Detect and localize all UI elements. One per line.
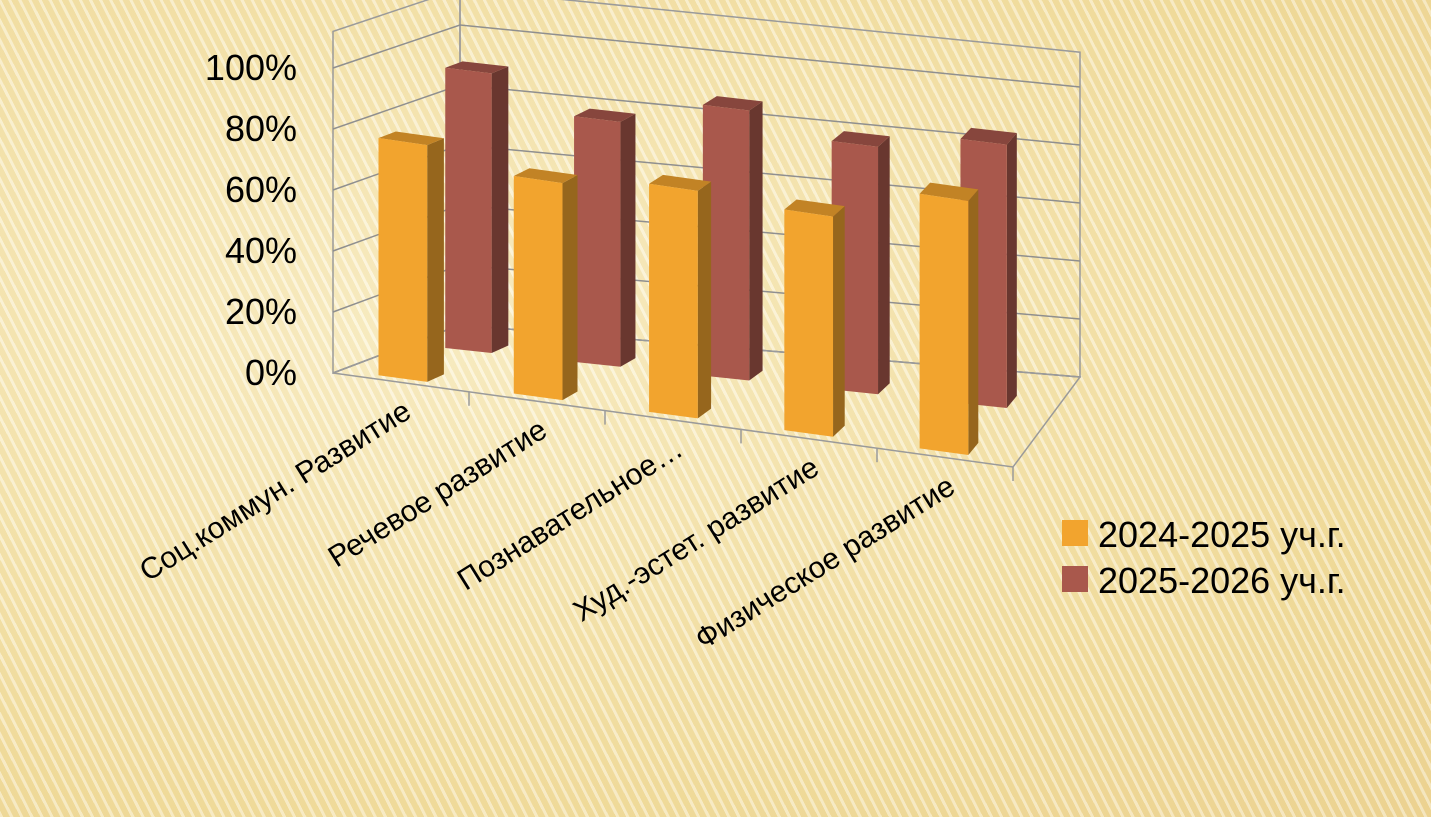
legend-swatch-series-1 [1062,520,1088,546]
bar-side [878,136,890,395]
y-tick-label: 20% [225,291,297,332]
bar-top [784,199,845,217]
bar-front [378,138,428,382]
bar-top [649,174,712,191]
bar-side [620,113,636,367]
bar-side [562,174,578,401]
bar-top [574,108,636,122]
bar-series-2-cat-2 [574,108,636,367]
bar-top [919,182,979,201]
bar-series-1-cat-3 [649,174,712,419]
bar-top [513,168,578,184]
bar-series-1-cat-1 [378,131,444,382]
category-label: Соц.коммун. Развитие [134,394,417,588]
bar-front [445,67,492,354]
bar-top [831,131,890,147]
bar-front [649,183,698,419]
bar-top [378,131,444,146]
bar-series-1-cat-4 [784,199,845,437]
bar-top [445,61,509,74]
bar-series-2-cat-3 [702,96,763,381]
y-tick-label: 40% [225,230,297,271]
legend-item-series-1: 2024-2025 уч.г. [1062,512,1346,558]
gridline [332,24,1081,88]
bar-front [702,104,750,381]
bar-front [574,116,621,367]
bar-front [919,193,969,456]
bar-front [784,209,834,437]
bars [378,61,1017,456]
bar-top [702,96,763,111]
y-tick-label: 100% [205,47,297,88]
y-tick-label: 80% [225,108,297,149]
legend-label-series-2: 2025-2026 уч.г. [1098,560,1346,601]
legend-label-series-1: 2024-2025 уч.г. [1098,514,1346,555]
legend-item-series-2: 2025-2026 уч.г. [1062,558,1346,604]
bar-side [833,206,845,437]
category-label: Физическое развитие [689,470,960,657]
bar-top [960,127,1017,145]
y-axis-ticks: 0% 20% 40% 60% 80% 100% [205,47,297,393]
legend: 2024-2025 уч.г. 2025-2026 уч.г. [1062,512,1346,604]
bar-series-2-cat-1 [445,61,509,354]
legend-swatch-series-2 [1062,566,1088,592]
y-tick-label: 60% [225,169,297,210]
y-tick-label: 0% [245,352,297,393]
bar-side [491,66,509,354]
bar-series-1-cat-5 [919,182,979,456]
bar-series-1-cat-2 [513,168,578,401]
bar-side [1006,133,1017,409]
bar-side [697,181,712,419]
bar-side [968,189,979,456]
bar-side [749,101,763,381]
bar-front [513,175,563,401]
bar-side [427,138,444,382]
